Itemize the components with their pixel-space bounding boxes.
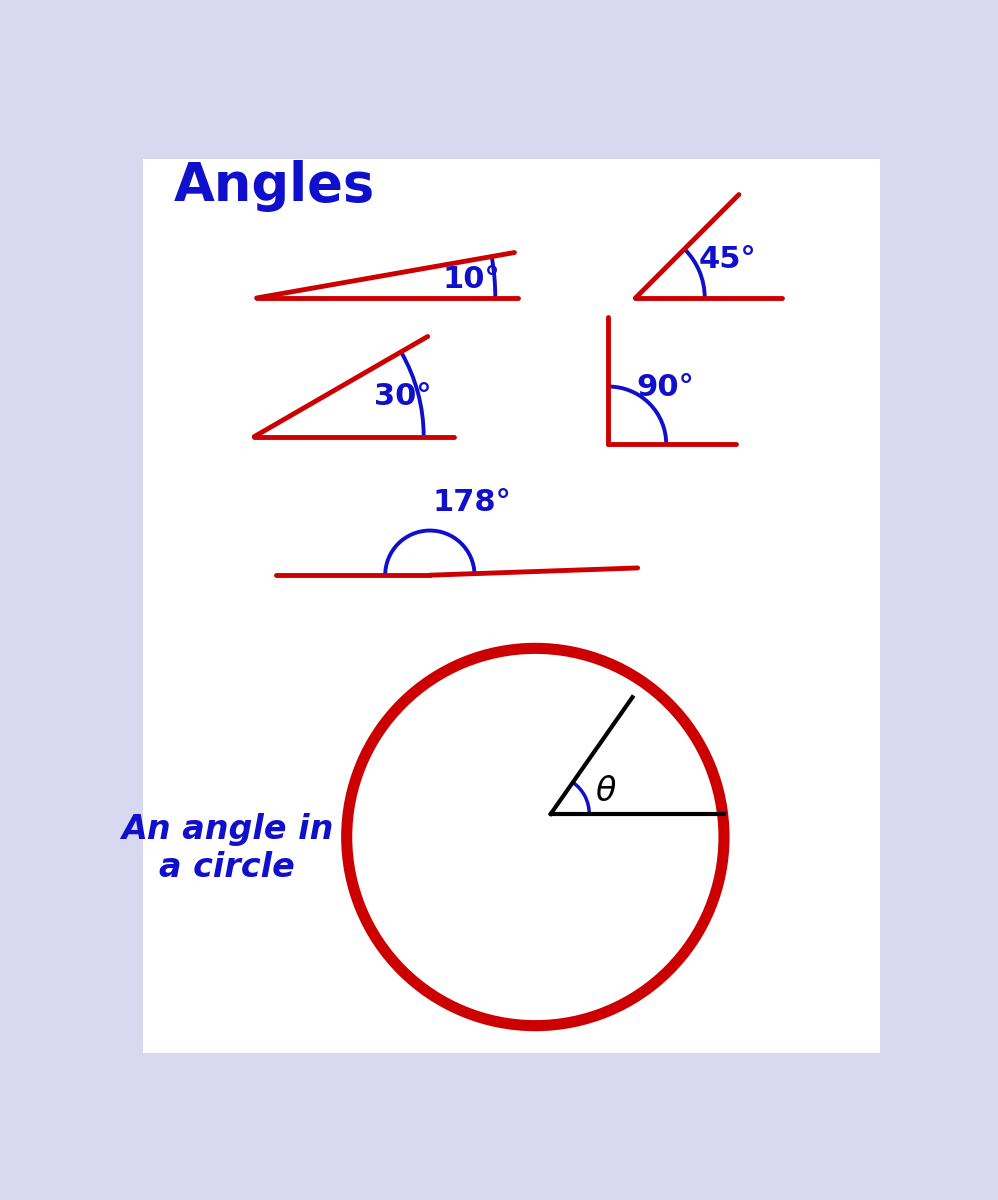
Text: $\theta$: $\theta$ xyxy=(595,774,617,808)
Text: 178°: 178° xyxy=(433,487,512,517)
Text: Angles: Angles xyxy=(174,161,374,212)
Text: 90°: 90° xyxy=(637,373,695,402)
Text: 30°: 30° xyxy=(374,383,432,412)
FancyBboxPatch shape xyxy=(143,160,880,1052)
Text: 45°: 45° xyxy=(700,245,756,274)
Text: 10°: 10° xyxy=(442,265,500,294)
Text: An angle in
a circle: An angle in a circle xyxy=(121,812,333,884)
